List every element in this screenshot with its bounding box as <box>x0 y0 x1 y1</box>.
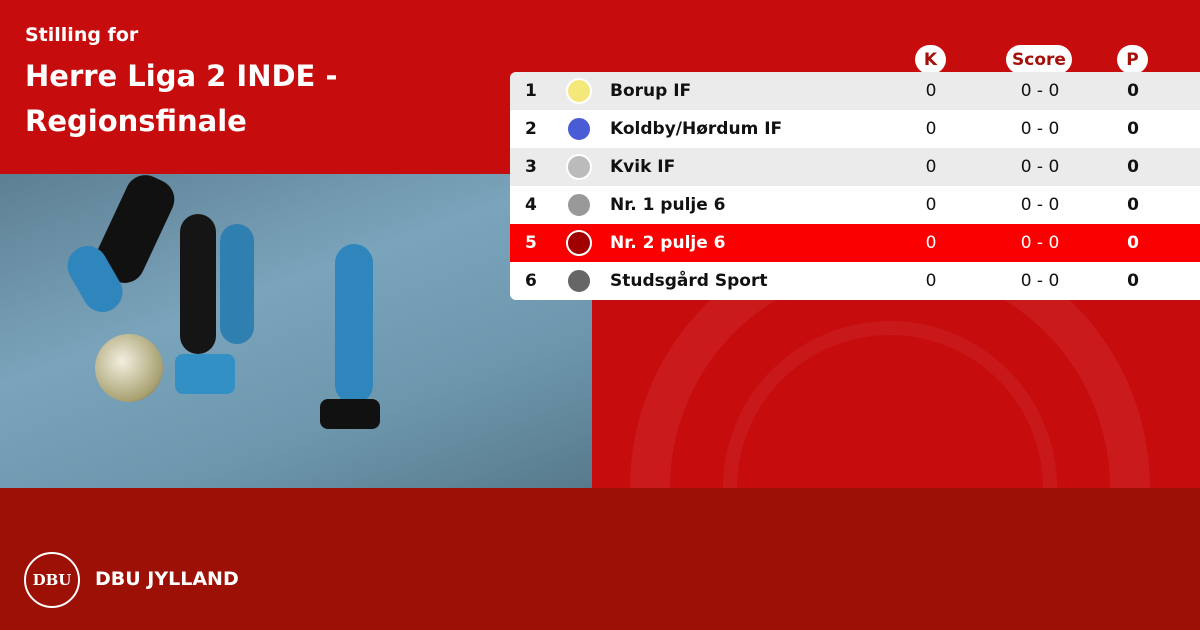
team-name: Borup IF <box>610 81 692 101</box>
team-name: Studsgård Sport <box>610 271 768 291</box>
futsal-photo <box>0 174 592 488</box>
table-row[interactable]: 2 Koldby/Hørdum IF 0 0 - 0 0 <box>510 110 1200 148</box>
k-value: 0 <box>925 271 937 291</box>
position: 5 <box>525 233 537 253</box>
team-logo-icon <box>566 116 592 142</box>
footer-band <box>0 488 1200 630</box>
page-title: Herre Liga 2 INDE - Regionsfinale <box>25 59 338 138</box>
table-row[interactable]: 3 Kvik IF 0 0 - 0 0 <box>510 148 1200 186</box>
position: 2 <box>525 119 537 139</box>
position: 6 <box>525 271 537 291</box>
table-row[interactable]: 6 Studsgård Sport 0 0 - 0 0 <box>510 262 1200 300</box>
score-value: 0 - 0 <box>1020 81 1060 101</box>
k-value: 0 <box>925 119 937 139</box>
team-logo-icon <box>566 78 592 104</box>
team-name: Nr. 2 pulje 6 <box>610 233 726 253</box>
score-value: 0 - 0 <box>1020 157 1060 177</box>
team-logo-icon <box>566 192 592 218</box>
team-logo-icon <box>566 230 592 256</box>
team-name: Koldby/Hørdum IF <box>610 119 783 139</box>
position: 1 <box>525 81 537 101</box>
position: 4 <box>525 195 537 215</box>
position: 3 <box>525 157 537 177</box>
dbu-logo: DBU <box>24 552 80 608</box>
score-value: 0 - 0 <box>1020 195 1060 215</box>
score-value: 0 - 0 <box>1020 119 1060 139</box>
points-value: 0 <box>1127 119 1139 139</box>
column-header-score: Score <box>1006 45 1072 74</box>
table-row[interactable]: 1 Borup IF 0 0 - 0 0 <box>510 72 1200 110</box>
points-value: 0 <box>1127 271 1139 291</box>
points-value: 0 <box>1127 157 1139 177</box>
subtitle: Stilling for <box>25 24 139 46</box>
team-logo-icon <box>566 268 592 294</box>
table-row[interactable]: 5 Nr. 2 pulje 6 0 0 - 0 0 <box>510 224 1200 262</box>
column-header-p: P <box>1117 45 1148 74</box>
team-name: Kvik IF <box>610 157 676 177</box>
score-value: 0 - 0 <box>1020 271 1060 291</box>
points-value: 0 <box>1127 81 1139 101</box>
team-name: Nr. 1 pulje 6 <box>610 195 726 215</box>
k-value: 0 <box>925 81 937 101</box>
table-row[interactable]: 4 Nr. 1 pulje 6 0 0 - 0 0 <box>510 186 1200 224</box>
score-value: 0 - 0 <box>1020 233 1060 253</box>
points-value: 0 <box>1127 233 1139 253</box>
k-value: 0 <box>925 157 937 177</box>
brand-name: DBU JYLLAND <box>95 568 239 590</box>
column-header-k: K <box>915 45 946 74</box>
standings-table: 1 Borup IF 0 0 - 0 0 2 Koldby/Hørdum IF 0 0 - 0 0… <box>510 72 1200 300</box>
k-value: 0 <box>925 195 937 215</box>
team-logo-icon <box>566 154 592 180</box>
points-value: 0 <box>1127 195 1139 215</box>
k-value: 0 <box>925 233 937 253</box>
